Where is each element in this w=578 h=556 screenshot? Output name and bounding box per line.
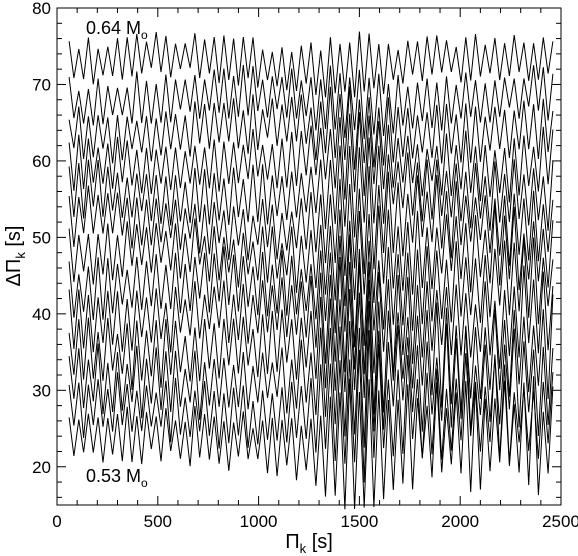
annotation-top: 0.64 Mo xyxy=(86,18,148,42)
series-line xyxy=(68,257,554,377)
series-line xyxy=(68,31,554,98)
x-tick-label: 1500 xyxy=(340,512,378,531)
series-layer xyxy=(68,31,554,510)
ticks-layer xyxy=(56,7,562,505)
y-tick-label: 60 xyxy=(32,152,51,171)
x-tick-label: 1000 xyxy=(240,512,278,531)
x-tick-label: 500 xyxy=(144,512,172,531)
x-tick-label: 2000 xyxy=(441,512,479,531)
y-tick-label: 70 xyxy=(32,75,51,94)
y-tick-label: 40 xyxy=(32,305,51,324)
plot-frame xyxy=(56,7,562,506)
y-tick-label: 80 xyxy=(32,0,51,18)
x-tick-label: 0 xyxy=(52,512,61,531)
annotation-bottom: 0.53 Mo xyxy=(86,466,148,490)
series-line xyxy=(68,64,554,140)
y-tick-label: 50 xyxy=(32,228,51,247)
x-tick-label: 2500 xyxy=(542,512,578,531)
series-line xyxy=(68,112,554,203)
y-tick-label: 20 xyxy=(32,458,51,477)
series-line xyxy=(68,137,554,238)
y-axis-label: ΔΠk [s] xyxy=(3,226,28,287)
series-line xyxy=(68,203,554,307)
series-line xyxy=(68,330,554,483)
series-line xyxy=(68,234,554,348)
series-line xyxy=(68,301,554,448)
series-line xyxy=(68,376,554,510)
series-line xyxy=(68,166,554,276)
series-line xyxy=(68,279,554,415)
x-axis-label: Πk [s] xyxy=(285,531,333,556)
labels-layer: 0 500 1000 1500 2000 2500 20 30 40 50 60 70 80 xyxy=(32,0,578,531)
series-line xyxy=(68,86,554,170)
y-tick-label: 30 xyxy=(32,381,51,400)
